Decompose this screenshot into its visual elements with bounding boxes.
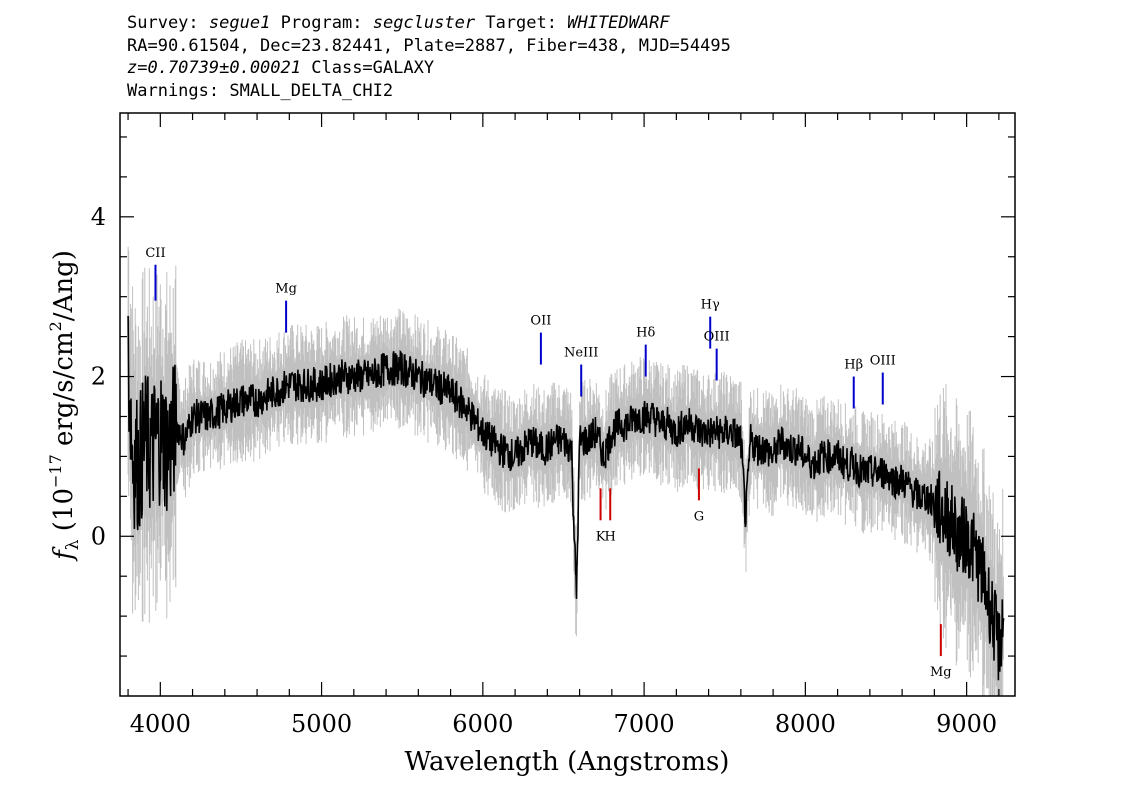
line-marker-label: NeIII <box>564 346 598 361</box>
target-label: Target: <box>485 13 557 33</box>
line-markers: CII Mg OII NeIII Hδ Hγ OIII Hβ OIII K H G Mg <box>145 246 951 680</box>
line-marker-label: Hγ <box>701 298 720 313</box>
line-marker-label: H <box>605 529 616 544</box>
line-marker-label: CII <box>145 246 165 261</box>
spectrum-header: Survey: segue1 Program: segcluster Targe… <box>127 12 731 102</box>
line-marker-label: OII <box>530 314 551 329</box>
line-marker-label: Hδ <box>636 326 655 341</box>
line-marker-label: Mg <box>930 665 952 680</box>
error-envelope <box>127 246 1004 696</box>
line-marker-label: K <box>596 529 606 544</box>
line-marker-label: Mg <box>275 282 297 297</box>
header-line-2: RA=90.61504, Dec=23.82441, Plate=2887, F… <box>127 35 731 56</box>
spectrum-line <box>127 315 1005 681</box>
x-tick-label: 5000 <box>291 710 352 738</box>
redshift-value: z=0.70739±0.00021 <box>127 58 301 78</box>
x-tick-label: 4000 <box>130 710 191 738</box>
x-tick-label: 8000 <box>775 710 836 738</box>
program-value: segcluster <box>372 13 476 33</box>
program-label: Program: <box>280 13 363 33</box>
line-marker-label: OIII <box>870 354 896 369</box>
header-line-1: Survey: segue1 Program: segcluster Targe… <box>127 12 731 35</box>
x-tick-label: 7000 <box>614 710 675 738</box>
y-tick-label: 0 <box>91 522 106 550</box>
line-marker-label: Hβ <box>844 358 863 373</box>
y-tick-label: 4 <box>91 203 106 231</box>
plot-frame <box>119 112 1016 697</box>
header-line-4: Warnings: SMALL_DELTA_CHI2 <box>127 80 394 101</box>
x-tick-label: 9000 <box>936 710 997 738</box>
x-tick-label: 6000 <box>452 710 513 738</box>
target-value: WHITEDWARF <box>567 13 670 33</box>
survey-label: Survey: <box>127 13 199 33</box>
x-axis-title: Wavelength (Angstroms) <box>405 747 730 777</box>
line-marker-label: OIII <box>704 330 730 345</box>
line-marker-label: G <box>694 509 704 524</box>
y-axis-title: fλ (10−17 erg/s/cm2/Ang) <box>46 250 83 562</box>
class-value: Class=GALAXY <box>311 58 435 78</box>
y-tick-label: 2 <box>91 363 106 391</box>
plot-area <box>127 246 1005 696</box>
header-line-3: z=0.70739±0.00021 Class=GALAXY <box>127 57 731 80</box>
survey-value: segue1 <box>208 13 271 33</box>
axis-ticks: 4000 5000 6000 7000 8000 9000 0 2 4 <box>91 113 1015 738</box>
